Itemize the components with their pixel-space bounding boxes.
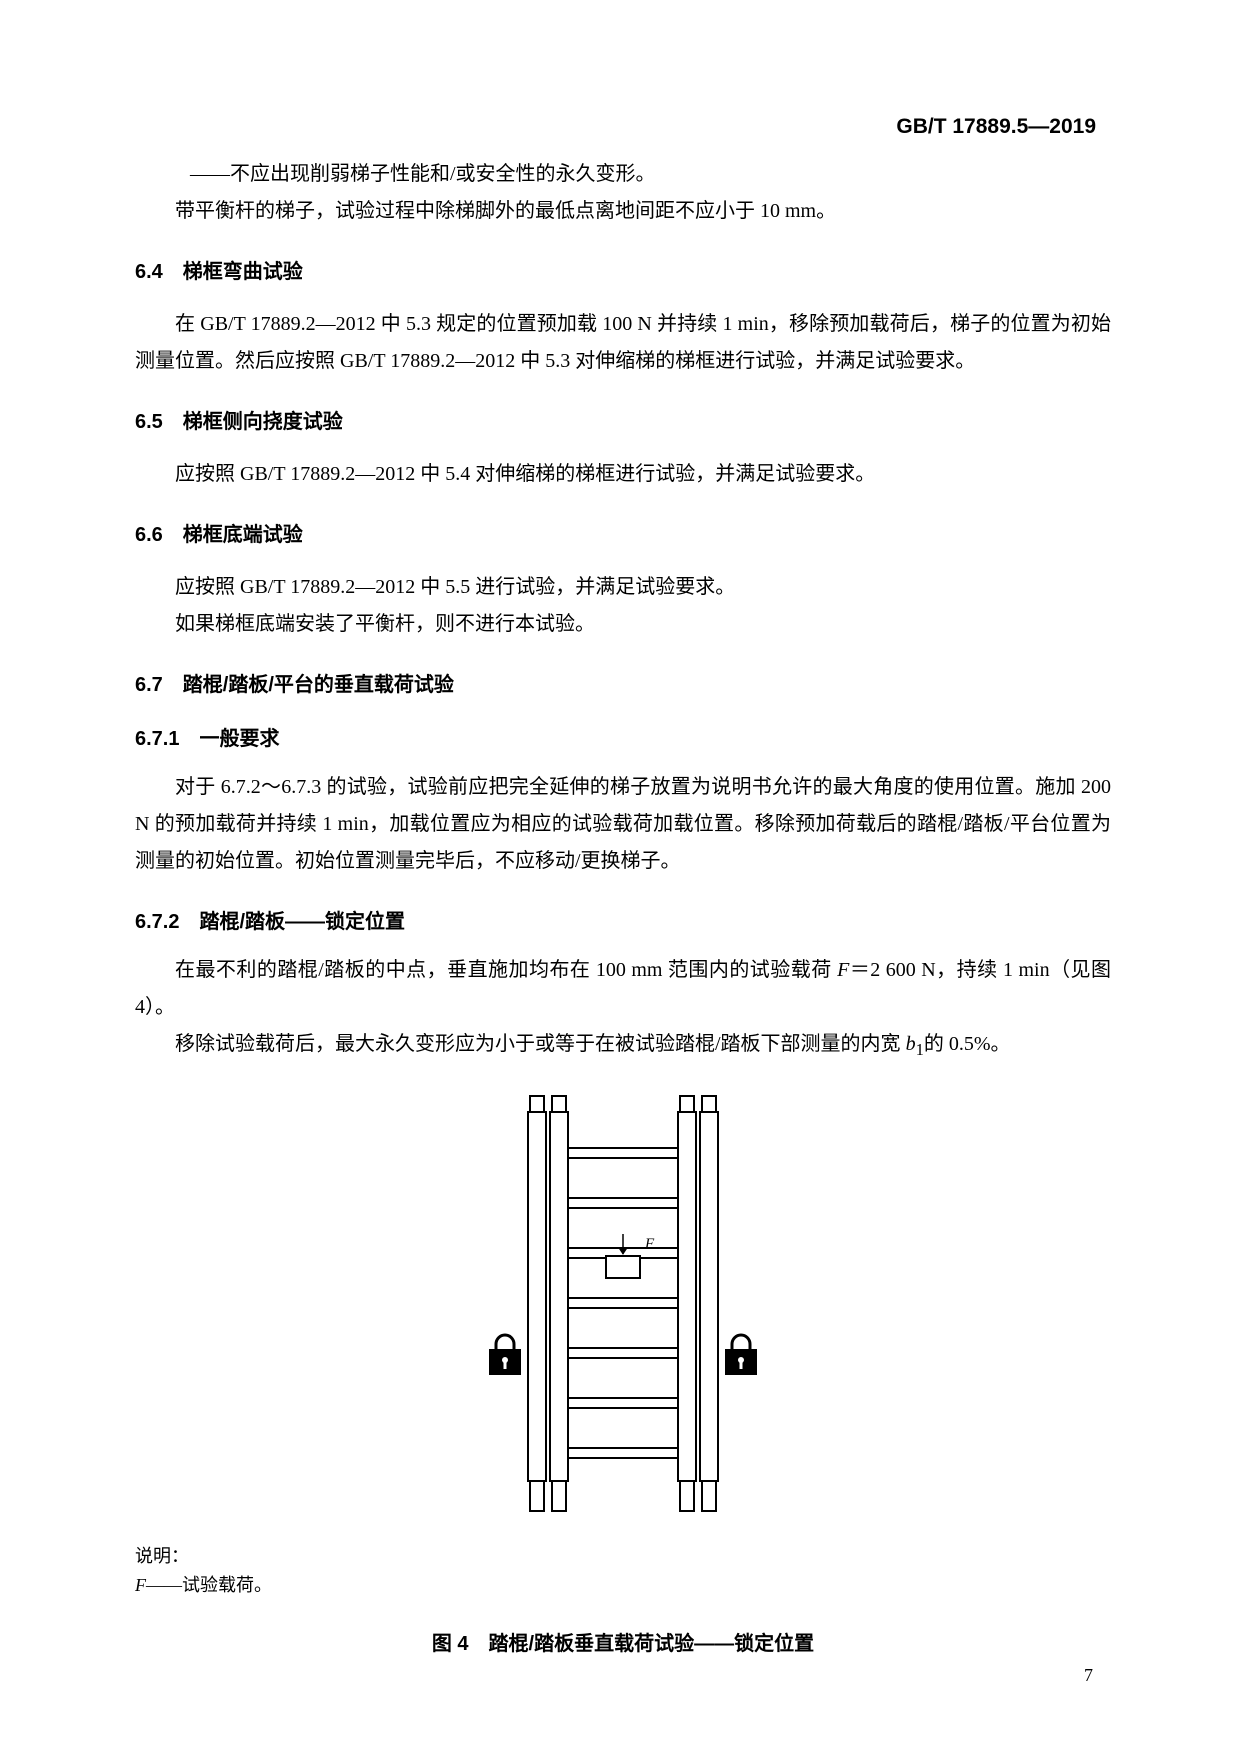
heading-6-7-2: 6.7.2 踏棍/踏板——锁定位置: [135, 905, 1111, 934]
page-content: ——不应出现削弱梯子性能和/或安全性的永久变形。 带平衡杆的梯子，试验过程中除梯…: [135, 156, 1111, 1656]
standard-code: GB/T 17889.5—2019: [896, 115, 1096, 139]
legend-f-text: ——试验载荷。: [146, 1575, 272, 1595]
var-b-sub: 1: [916, 1040, 924, 1059]
para-6-7-2-a-pre: 在最不利的踏棍/踏板的中点，垂直施加均布在 100 mm 范围内的试验载荷: [175, 959, 837, 981]
para-1: 带平衡杆的梯子，试验过程中除梯脚外的最低点离地间距不应小于 10 mm。: [135, 193, 1111, 230]
heading-6-5: 6.5 梯框侧向挠度试验: [135, 405, 1111, 434]
var-b: b: [906, 1033, 916, 1055]
para-6-7-2-b-pre: 移除试验载荷后，最大永久变形应为小于或等于在被试验踏棍/踏板下部测量的内宽: [175, 1033, 906, 1055]
legend-f: F——试验载荷。: [135, 1571, 1111, 1597]
var-f: F: [837, 959, 849, 981]
para-6-7-1: 对于 6.7.2～6.7.3 的试验，试验前应把完全延伸的梯子放置为说明书允许的…: [135, 769, 1111, 880]
para-6-6-a: 应按照 GB/T 17889.2—2012 中 5.5 进行试验，并满足试验要求…: [135, 569, 1111, 606]
figure-4-caption: 图 4 踏棍/踏板垂直载荷试验——锁定位置: [135, 1627, 1111, 1656]
figure-4-diagram: F: [478, 1086, 768, 1526]
legend-title: 说明：: [135, 1541, 1111, 1572]
svg-text:F: F: [644, 1236, 655, 1252]
para-6-5: 应按照 GB/T 17889.2—2012 中 5.4 对伸缩梯的梯框进行试验，…: [135, 456, 1111, 493]
para-6-7-2-b-post: 的 0.5%。: [924, 1033, 1011, 1055]
heading-6-7: 6.7 踏棍/踏板/平台的垂直载荷试验: [135, 668, 1111, 697]
para-6-7-2-a: 在最不利的踏棍/踏板的中点，垂直施加均布在 100 mm 范围内的试验载荷 F＝…: [135, 952, 1111, 1026]
dash-line: ——不应出现削弱梯子性能和/或安全性的永久变形。: [190, 156, 1111, 193]
heading-6-6: 6.6 梯框底端试验: [135, 518, 1111, 547]
heading-6-7-1: 6.7.1 一般要求: [135, 722, 1111, 751]
page-number: 7: [1084, 1665, 1093, 1686]
para-6-6-b: 如果梯框底端安装了平衡杆，则不进行本试验。: [135, 606, 1111, 643]
heading-6-4: 6.4 梯框弯曲试验: [135, 255, 1111, 284]
para-6-7-2-b: 移除试验载荷后，最大永久变形应为小于或等于在被试验踏棍/踏板下部测量的内宽 b1…: [135, 1026, 1111, 1066]
figure-4-container: F: [135, 1086, 1111, 1531]
legend-f-var: F: [135, 1575, 146, 1595]
para-6-4: 在 GB/T 17889.2—2012 中 5.3 规定的位置预加载 100 N…: [135, 306, 1111, 380]
